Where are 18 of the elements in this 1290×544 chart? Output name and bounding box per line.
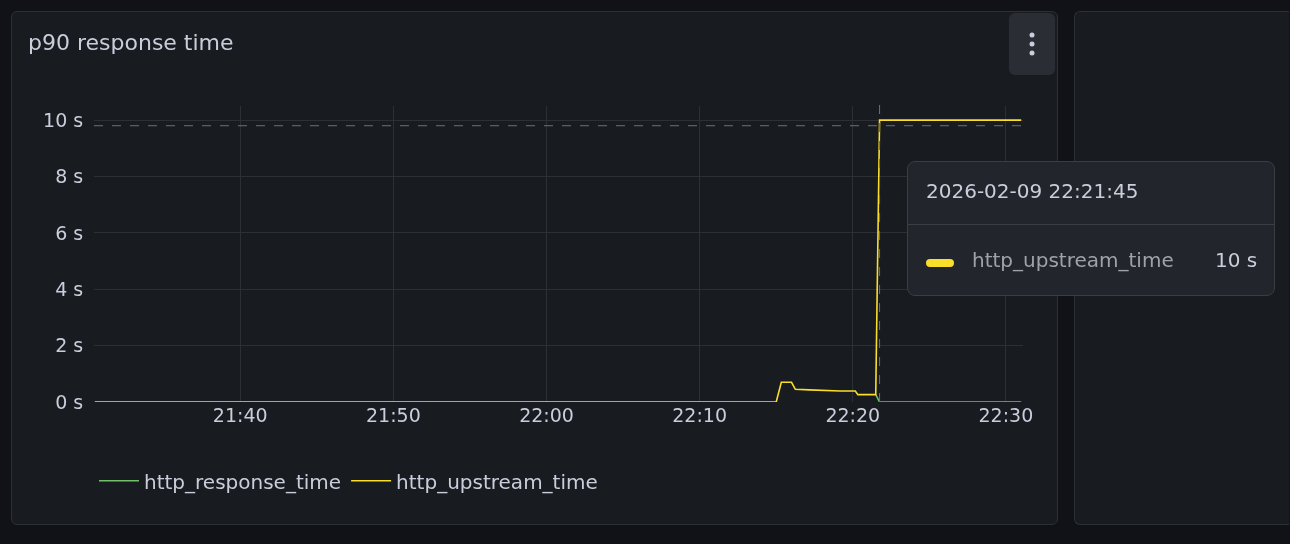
x-tick-label: 21:50 xyxy=(365,404,421,426)
y-tick-label: 4 s xyxy=(55,277,84,300)
annotation: 2026-02-09 22:21:45 xyxy=(926,179,1139,203)
x-tick-label: 22:20 xyxy=(825,404,881,426)
y-tick-label: 2 s xyxy=(55,334,84,357)
legend-label: http_response_time xyxy=(144,469,342,494)
y-tick-label: 0 s xyxy=(55,390,84,413)
annotation: http_upstream_time xyxy=(972,248,1174,272)
y-tick-label: 8 s xyxy=(55,165,84,188)
y-tick-label: 10 s xyxy=(43,108,84,131)
legend-label: http_upstream_time xyxy=(396,469,598,494)
x-tick-label: 22:00 xyxy=(519,404,574,426)
y-tick-label: 6 s xyxy=(55,221,84,244)
x-tick-label: 21:40 xyxy=(212,404,268,426)
tooltip-box: 2026-02-09 22:21:45 http_upstream_time 10 s xyxy=(907,161,1275,296)
x-tick-label: 22:10 xyxy=(672,404,728,426)
chart-title: p90 response time xyxy=(28,30,234,55)
x-tick-label: 22:30 xyxy=(978,404,1034,426)
